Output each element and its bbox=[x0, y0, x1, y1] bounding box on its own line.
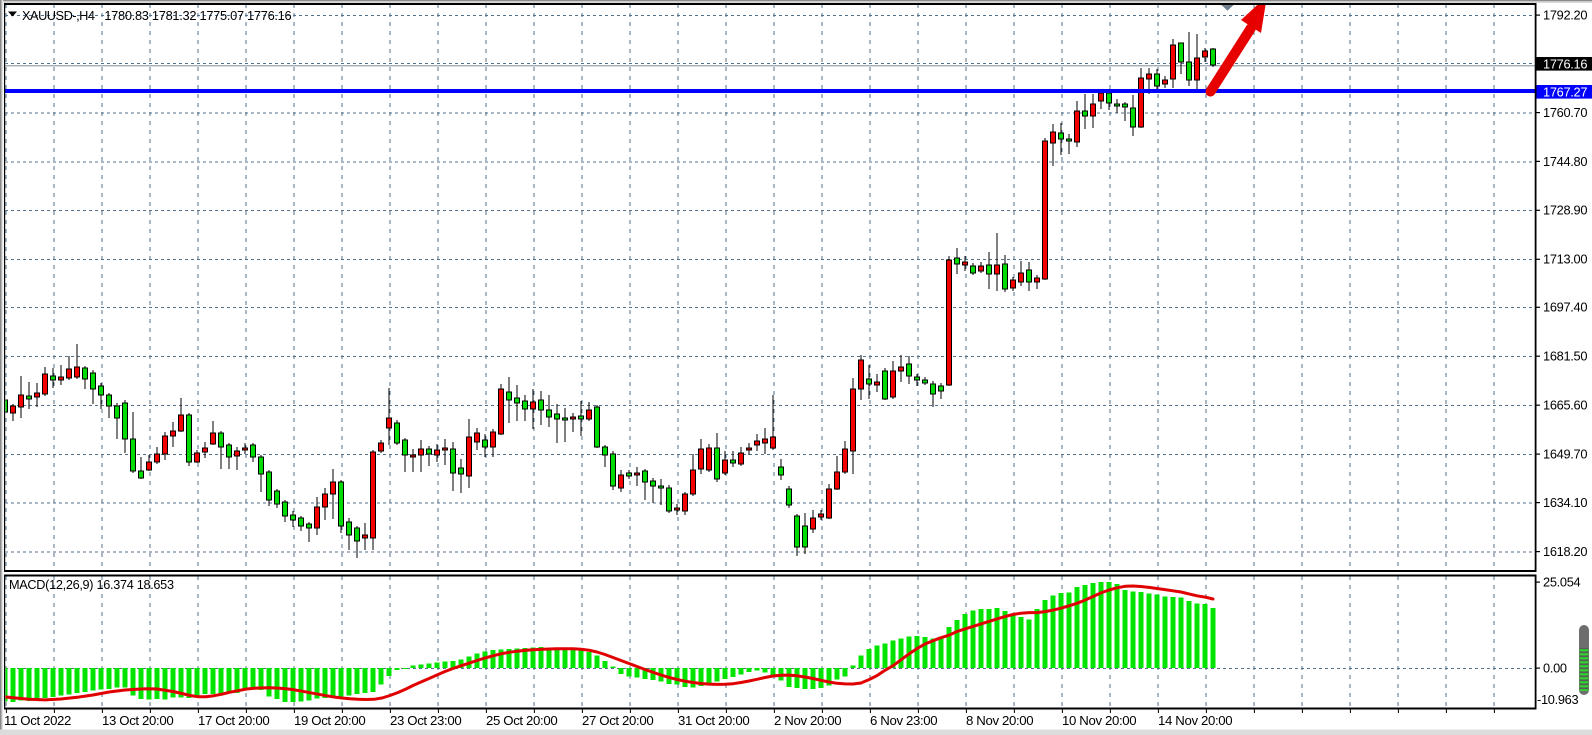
svg-text:25.054: 25.054 bbox=[1543, 575, 1581, 590]
svg-text:23 Oct 23:00: 23 Oct 23:00 bbox=[390, 713, 461, 728]
svg-text:1649.70: 1649.70 bbox=[1543, 447, 1587, 462]
svg-text:14 Nov 20:00: 14 Nov 20:00 bbox=[1158, 713, 1232, 728]
svg-text:25 Oct 20:00: 25 Oct 20:00 bbox=[486, 713, 557, 728]
svg-text:13 Oct 20:00: 13 Oct 20:00 bbox=[102, 713, 173, 728]
svg-text:1776.16: 1776.16 bbox=[1543, 56, 1587, 71]
svg-text:1713.00: 1713.00 bbox=[1543, 252, 1587, 267]
svg-text:17 Oct 20:00: 17 Oct 20:00 bbox=[198, 713, 269, 728]
svg-text:1767.27: 1767.27 bbox=[1543, 84, 1587, 99]
svg-text:1681.50: 1681.50 bbox=[1543, 349, 1587, 364]
svg-text:XAUUSD-,H4 1780.83 1781.32 1: XAUUSD-,H4 1780.83 1781.32 1775.07 1776.… bbox=[22, 8, 292, 23]
svg-text:-10.963: -10.963 bbox=[1537, 692, 1578, 707]
svg-text:1744.80: 1744.80 bbox=[1543, 154, 1587, 169]
svg-text:2 Nov 20:00: 2 Nov 20:00 bbox=[774, 713, 841, 728]
svg-text:1697.40: 1697.40 bbox=[1543, 300, 1587, 315]
svg-text:8 Nov 20:00: 8 Nov 20:00 bbox=[966, 713, 1033, 728]
svg-text:27 Oct 20:00: 27 Oct 20:00 bbox=[582, 713, 653, 728]
svg-text:19 Oct 20:00: 19 Oct 20:00 bbox=[294, 713, 365, 728]
svg-text:10 Nov 20:00: 10 Nov 20:00 bbox=[1062, 713, 1136, 728]
svg-text:0.00: 0.00 bbox=[1543, 661, 1567, 676]
svg-text:1665.60: 1665.60 bbox=[1543, 398, 1587, 413]
svg-text:1792.20: 1792.20 bbox=[1543, 8, 1587, 23]
svg-text:11 Oct 2022: 11 Oct 2022 bbox=[4, 713, 71, 728]
svg-text:1728.90: 1728.90 bbox=[1543, 203, 1587, 218]
svg-text:6 Nov 23:00: 6 Nov 23:00 bbox=[870, 713, 937, 728]
svg-text:1760.70: 1760.70 bbox=[1543, 105, 1587, 120]
svg-text:31 Oct 20:00: 31 Oct 20:00 bbox=[678, 713, 749, 728]
svg-text:MACD(12,26,9) 16.374 18.653: MACD(12,26,9) 16.374 18.653 bbox=[9, 578, 174, 592]
svg-text:1634.10: 1634.10 bbox=[1543, 495, 1587, 510]
svg-text:1618.20: 1618.20 bbox=[1543, 544, 1587, 559]
